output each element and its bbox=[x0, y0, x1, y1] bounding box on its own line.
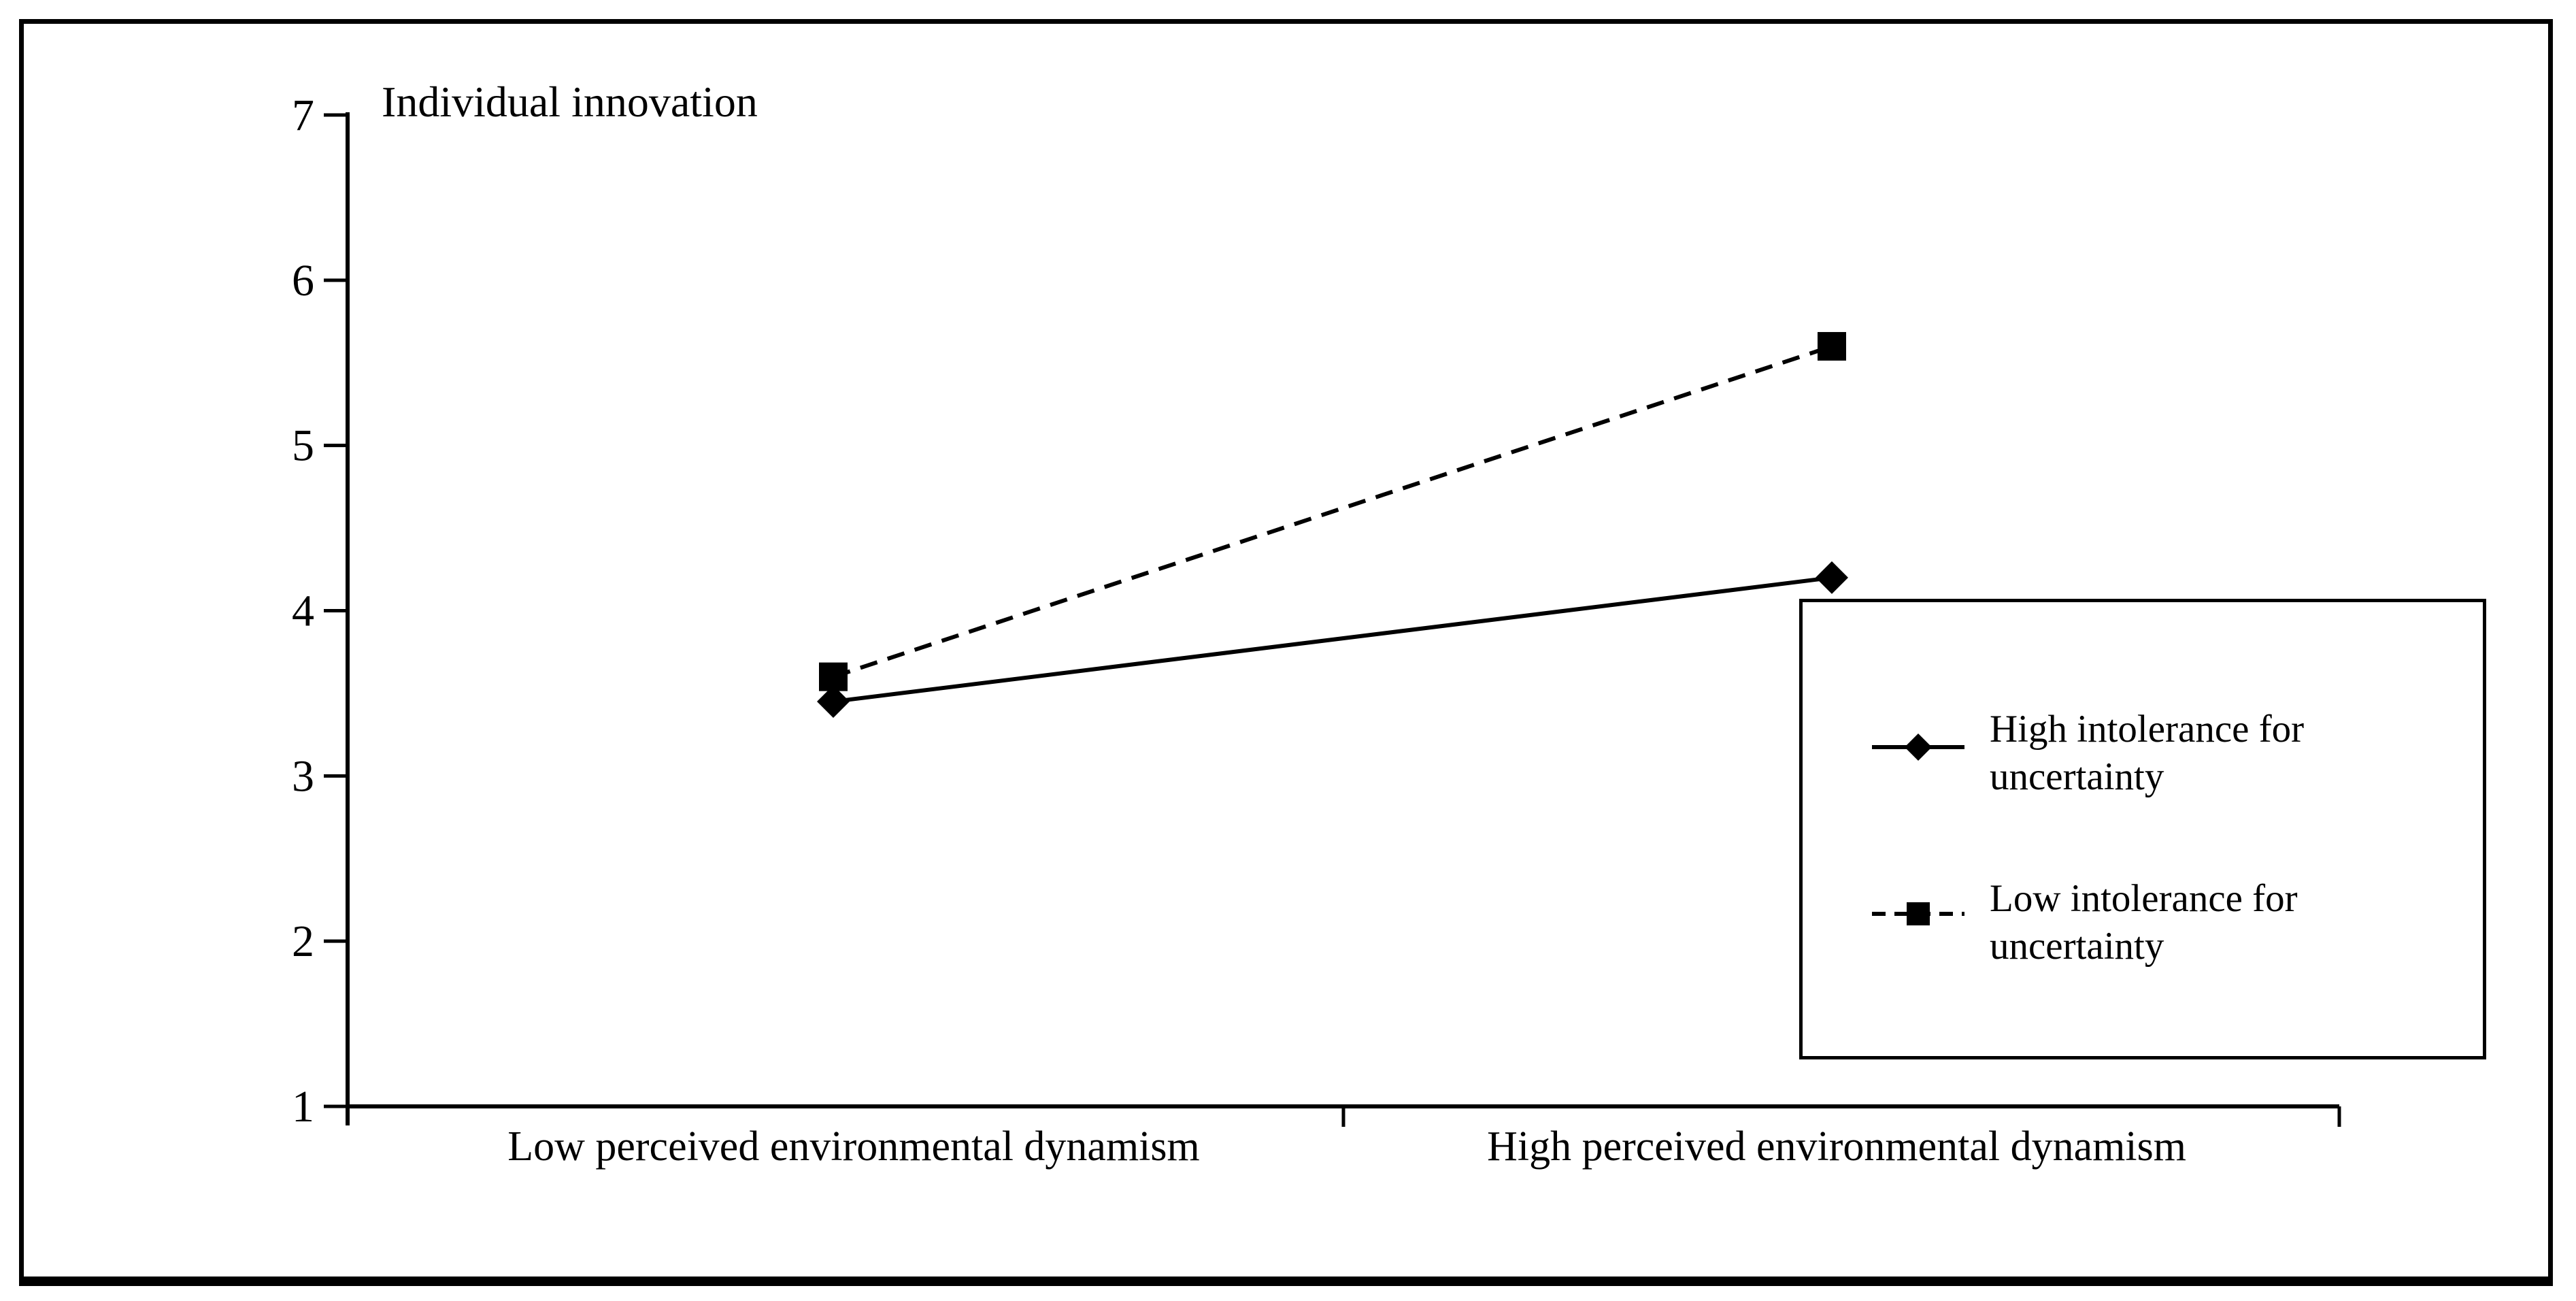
series-marker-square bbox=[819, 662, 848, 691]
y-tick-label: 6 bbox=[292, 256, 314, 306]
y-tick-label: 1 bbox=[292, 1082, 314, 1132]
series-marker-square bbox=[1818, 331, 1846, 361]
legend-box: High intolerance for uncertainty Low int… bbox=[1799, 599, 2486, 1059]
series-marker-diamond bbox=[1816, 561, 1848, 594]
y-tick-label: 7 bbox=[292, 90, 314, 140]
y-tick-label: 4 bbox=[292, 587, 314, 636]
legend-label-low-intolerance: Low intolerance for uncertainty bbox=[1990, 877, 2298, 968]
series-line-solid bbox=[833, 575, 1833, 704]
y-tick-label: 5 bbox=[292, 421, 314, 471]
legend-sample-dashed-square-icon bbox=[1872, 902, 1964, 925]
y-tick-label: 2 bbox=[292, 917, 314, 966]
y-tick-label: 3 bbox=[292, 751, 314, 801]
x-category-label-high: High perceived environmental dynamism bbox=[1487, 1123, 2186, 1170]
y-axis-title: Individual innovation bbox=[382, 78, 758, 126]
legend-diamond-marker-icon bbox=[1905, 734, 1932, 761]
legend-square-marker-icon bbox=[1907, 902, 1930, 925]
legend-label-high-intolerance: High intolerance for uncertainty bbox=[1990, 708, 2305, 798]
series-marker-diamond bbox=[817, 685, 850, 719]
x-category-label-low: Low perceived environmental dynamism bbox=[507, 1123, 1200, 1170]
series-line-dashed bbox=[833, 344, 1833, 679]
legend-sample-solid-diamond-icon bbox=[1872, 734, 1964, 761]
